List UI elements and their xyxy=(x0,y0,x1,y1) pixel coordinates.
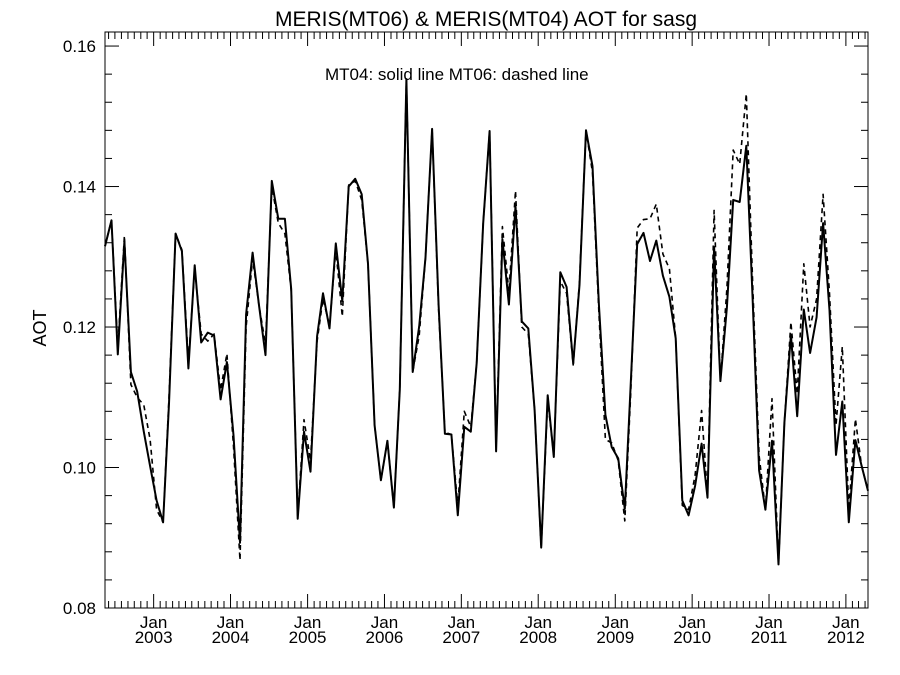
x-tick-year-label: 2012 xyxy=(827,628,865,647)
y-tick-label: 0.12 xyxy=(63,318,96,337)
y-tick-label: 0.14 xyxy=(63,178,96,197)
x-tick-month-label: Jan xyxy=(678,613,705,632)
y-tick-label: 0.16 xyxy=(63,37,96,56)
x-tick-month-label: Jan xyxy=(755,613,782,632)
series-layer xyxy=(104,78,869,566)
x-tick-year-label: 2003 xyxy=(135,628,173,647)
x-tick-month-label: Jan xyxy=(371,613,398,632)
x-tick-year-label: 2010 xyxy=(673,628,711,647)
x-tick-month-label: Jan xyxy=(448,613,475,632)
y-tick-label: 0.10 xyxy=(63,459,96,478)
x-tick-year-label: 2006 xyxy=(366,628,404,647)
x-tick-month-label: Jan xyxy=(832,613,859,632)
y-axis-label: AOT xyxy=(30,309,50,346)
x-tick-year-label: 2011 xyxy=(751,628,788,647)
y-tick-label: 0.08 xyxy=(63,599,96,618)
legend-annotation: MT04: solid line MT06: dashed line xyxy=(325,65,589,84)
x-tick-year-label: 2009 xyxy=(596,628,634,647)
x-axis: Jan2003Jan2004Jan2005Jan2006Jan2007Jan20… xyxy=(108,32,866,647)
x-tick-year-label: 2008 xyxy=(519,628,557,647)
x-tick-month-label: Jan xyxy=(524,613,551,632)
y-axis: 0.08 0.10 0.12 0.14 0.16 xyxy=(63,37,868,618)
series-line-mt06 xyxy=(104,78,869,566)
x-tick-month-label: Jan xyxy=(294,613,321,632)
x-tick-year-label: 2005 xyxy=(289,628,327,647)
x-tick-year-label: 2007 xyxy=(442,628,480,647)
x-tick-month-label: Jan xyxy=(140,613,167,632)
chart-title: MERIS(MT06) & MERIS(MT04) AOT for sasg xyxy=(275,8,697,31)
series-line-mt04 xyxy=(104,78,869,566)
x-tick-year-label: 2004 xyxy=(212,628,250,647)
x-tick-month-label: Jan xyxy=(217,613,244,632)
x-tick-month-label: Jan xyxy=(602,613,629,632)
